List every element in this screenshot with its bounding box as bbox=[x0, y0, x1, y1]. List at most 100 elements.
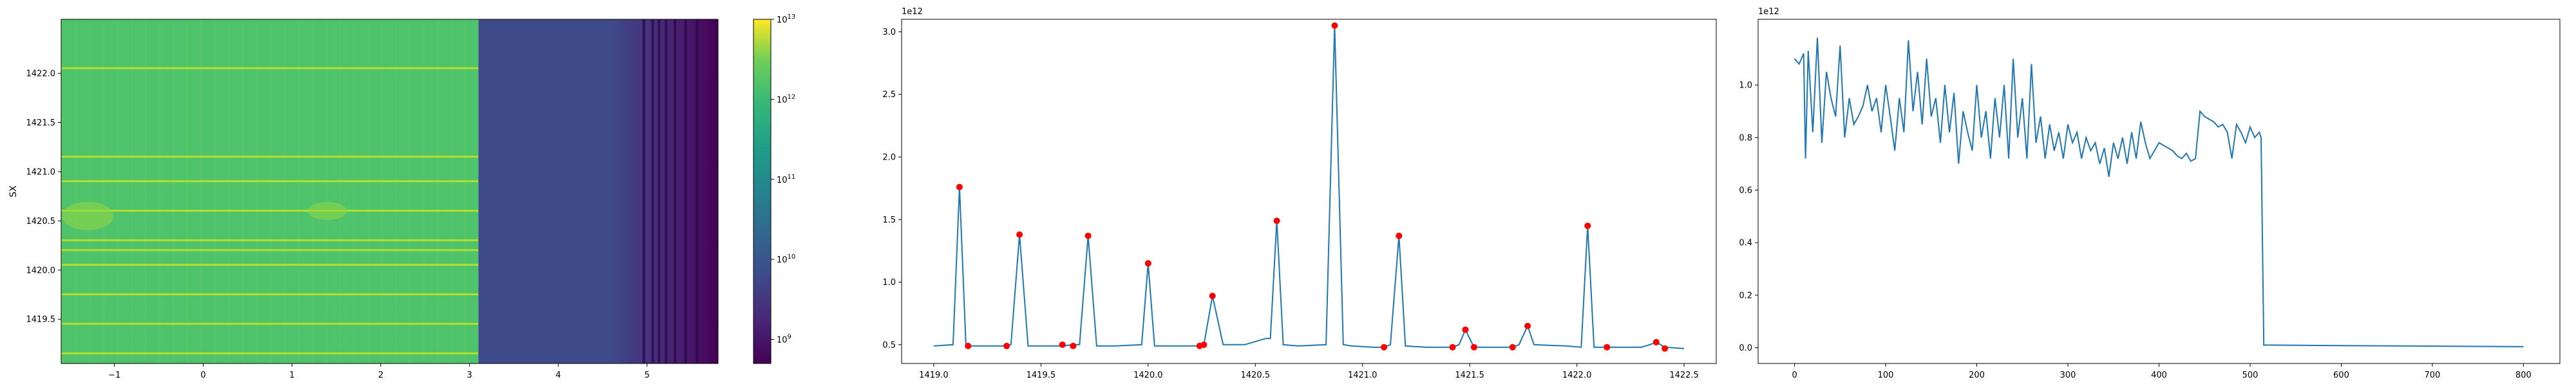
x-tick-label: 0 bbox=[1792, 371, 1797, 380]
heatmap-region-mid bbox=[478, 19, 612, 363]
y-tick-label: 2.5 bbox=[882, 90, 896, 100]
peak-marker bbox=[1381, 344, 1388, 351]
peak-marker bbox=[1524, 322, 1531, 329]
y-tick-label: 0.6 bbox=[1739, 186, 1752, 196]
y-tick-label: 3.0 bbox=[882, 28, 896, 37]
y-tick-label: 0.8 bbox=[1739, 133, 1752, 143]
series-line bbox=[933, 25, 1685, 349]
heatmap-streak bbox=[381, 19, 383, 363]
x-tick-label: 4 bbox=[556, 371, 561, 380]
heatmap-bright-row bbox=[61, 239, 478, 241]
x-tick-label: 600 bbox=[2333, 371, 2349, 380]
y-tick-label: 0.0 bbox=[1739, 344, 1752, 353]
heatmap-dark-stripe bbox=[696, 19, 699, 363]
heatmap-bright-row bbox=[61, 293, 478, 295]
y-tick-label: 1420.0 bbox=[26, 266, 56, 275]
heatmap-streak bbox=[408, 19, 411, 363]
x-tick-label: 1421.0 bbox=[1348, 371, 1378, 380]
heatmap-streak bbox=[256, 19, 258, 363]
x-tick-label: 1422.5 bbox=[1669, 371, 1699, 380]
heatmap-streak bbox=[311, 19, 314, 363]
x-tick-label: 800 bbox=[2515, 371, 2532, 380]
profile-line-panel: 0 100 200 300 400 500 600 700 800 0.0 0.2 0.4 0.6 0.8… bbox=[1739, 7, 2561, 380]
peak-marker bbox=[1003, 342, 1010, 349]
heatmap-bright-row bbox=[61, 67, 478, 69]
x-tick-label: 1 bbox=[289, 371, 294, 380]
heatmap-bright-row bbox=[61, 352, 478, 354]
heatmap-streak bbox=[228, 19, 231, 363]
series-line bbox=[1794, 37, 2524, 347]
heatmap-streak bbox=[186, 19, 189, 363]
axes-frame bbox=[61, 19, 719, 364]
heatmap-streak bbox=[325, 19, 328, 363]
heatmap-bright-row bbox=[61, 322, 478, 325]
heatmap-streak bbox=[353, 19, 355, 363]
peak-marker bbox=[1200, 341, 1208, 348]
colorbar-frame bbox=[753, 19, 772, 364]
y-scale-label: 1e12 bbox=[902, 7, 923, 17]
peak-marker bbox=[1449, 344, 1456, 351]
colorbar-tick-label: 1013 bbox=[777, 14, 795, 25]
peak-marker bbox=[1144, 260, 1151, 267]
peak-marker bbox=[1462, 326, 1469, 333]
heatmap-bright-row bbox=[61, 210, 478, 212]
heatmap-streak bbox=[464, 19, 467, 363]
y-tick-label: 2.0 bbox=[882, 153, 896, 163]
x-tick-label: 1420.5 bbox=[1241, 371, 1271, 380]
x-tick-label: 300 bbox=[2060, 371, 2076, 380]
heatmap-dark-stripe bbox=[684, 19, 687, 363]
heatmap-streak bbox=[395, 19, 397, 363]
heatmap-streak bbox=[283, 19, 286, 363]
peak-marker bbox=[1653, 338, 1660, 345]
heatmap-streak bbox=[200, 19, 202, 363]
y-tick-label: 0.4 bbox=[1739, 239, 1752, 248]
x-tick-label: 1419.5 bbox=[1027, 371, 1056, 380]
peak-marker bbox=[1396, 232, 1403, 239]
y-tick-label: 1.0 bbox=[1739, 81, 1752, 91]
heatmap-glow bbox=[62, 201, 114, 230]
peak-marker bbox=[956, 183, 963, 190]
heatmap-streak bbox=[339, 19, 341, 363]
heatmap-streak bbox=[102, 19, 105, 363]
heatmap-streak bbox=[214, 19, 216, 363]
heatmap-glow bbox=[308, 202, 347, 221]
heatmap-streak bbox=[75, 19, 77, 363]
x-tick-label: 0 bbox=[200, 371, 205, 380]
peak-marker bbox=[1331, 22, 1338, 29]
y-tick-label: 1.0 bbox=[882, 278, 896, 288]
heatmap-bright-row bbox=[61, 180, 478, 183]
peak-marker bbox=[1059, 341, 1066, 348]
heatmap-streak bbox=[298, 19, 300, 363]
colorbar bbox=[753, 19, 771, 363]
colorbar-tick-label: 1010 bbox=[777, 253, 795, 265]
heatmap-streak bbox=[437, 19, 439, 363]
y-tick-label: 1422.0 bbox=[26, 69, 56, 79]
heatmap-streak bbox=[158, 19, 161, 363]
peak-marker bbox=[1070, 342, 1077, 349]
heatmap-streak bbox=[422, 19, 425, 363]
x-tick-label: 2 bbox=[378, 371, 383, 380]
peak-marker bbox=[1273, 217, 1280, 225]
heatmap-streak bbox=[242, 19, 244, 363]
heatmap-streak bbox=[130, 19, 133, 363]
peak-marker bbox=[1209, 292, 1216, 299]
colorbar-tick-label: 1011 bbox=[777, 174, 795, 185]
y-tick-label: 1421.0 bbox=[26, 167, 56, 177]
y-scale-label: 1e12 bbox=[1758, 7, 1779, 17]
heatmap-dark-stripe bbox=[658, 19, 661, 363]
peak-marker bbox=[1016, 231, 1023, 238]
y-tick-label: 1420.5 bbox=[26, 217, 56, 226]
peak-marker bbox=[1509, 344, 1516, 351]
y-tick-label: 1419.5 bbox=[26, 315, 56, 325]
peak-marker bbox=[1662, 345, 1669, 352]
x-tick-label: −1 bbox=[108, 371, 120, 380]
heatmap-dark-stripe bbox=[642, 19, 645, 363]
heatmap-bright-row bbox=[61, 249, 478, 252]
x-tick-label: 5 bbox=[645, 371, 650, 380]
heatmap-streak bbox=[367, 19, 370, 363]
x-tick-label: 3 bbox=[467, 371, 472, 380]
peak-marker bbox=[965, 342, 972, 349]
peak-marker bbox=[1470, 344, 1477, 351]
heatmap-bright-row bbox=[61, 156, 478, 158]
